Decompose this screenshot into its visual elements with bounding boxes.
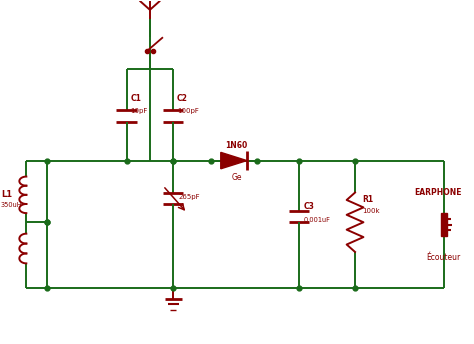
Text: Ge: Ge bbox=[231, 173, 242, 182]
Text: 265pF: 265pF bbox=[179, 194, 201, 201]
Text: L1: L1 bbox=[1, 190, 13, 199]
Text: C1: C1 bbox=[130, 94, 141, 103]
Text: Écouteur: Écouteur bbox=[426, 253, 460, 262]
Text: 350uH: 350uH bbox=[0, 202, 22, 208]
Text: EARPHONE: EARPHONE bbox=[415, 188, 462, 197]
Text: 1N60: 1N60 bbox=[226, 141, 248, 150]
Text: 100k: 100k bbox=[362, 208, 380, 214]
Text: 100pF: 100pF bbox=[177, 108, 199, 114]
Text: C2: C2 bbox=[177, 94, 188, 103]
Text: 0.001uF: 0.001uF bbox=[304, 217, 331, 223]
Text: C3: C3 bbox=[304, 202, 315, 211]
Bar bbox=[441, 213, 447, 236]
Text: 10pF: 10pF bbox=[130, 108, 148, 114]
Text: R1: R1 bbox=[362, 195, 373, 204]
Polygon shape bbox=[221, 152, 247, 169]
